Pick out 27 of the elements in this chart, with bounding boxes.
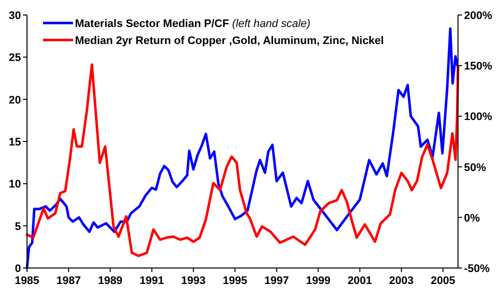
y2-tick-label: -50% [464,263,490,275]
y-tick-label: 30 [8,10,21,22]
y-tick-label: 10 [8,178,21,191]
x-tick-label: 1989 [98,275,122,287]
y-tick-label: 15 [8,136,21,148]
y2-tick-label: 0% [464,212,480,224]
x-tick-label: 1991 [140,275,164,287]
y-tick-label: 25 [8,52,21,64]
x-tick-label: 2005 [430,275,456,287]
y2-tick-label: 50% [464,162,486,174]
legend-label: Median 2yr Return of Copper ,Gold, Aluminum, Zinc, Nickel [75,35,384,47]
y2-tick-label: 150% [464,60,492,73]
y-tick-label: 5 [14,220,21,233]
y2-tick-label: 200% [464,10,492,22]
y2-tick-label: 100% [464,111,492,124]
x-tick-label: 1987 [56,275,81,287]
x-tick-label: 2001 [348,275,372,287]
x-tick-label: 1999 [306,275,330,287]
y-tick-label: 0 [14,263,21,275]
x-tick-label: 1985 [14,275,40,287]
x-tick-label: 1993 [181,275,206,287]
x-tick-label: 1997 [264,275,289,287]
line-series [26,63,460,258]
legend-label: Materials Sector Median P/CF (left hand scale) [75,18,311,30]
x-tick-label: 1995 [222,275,248,287]
x-tick-label: 2003 [389,275,414,287]
y-tick-label: 20 [8,94,21,106]
